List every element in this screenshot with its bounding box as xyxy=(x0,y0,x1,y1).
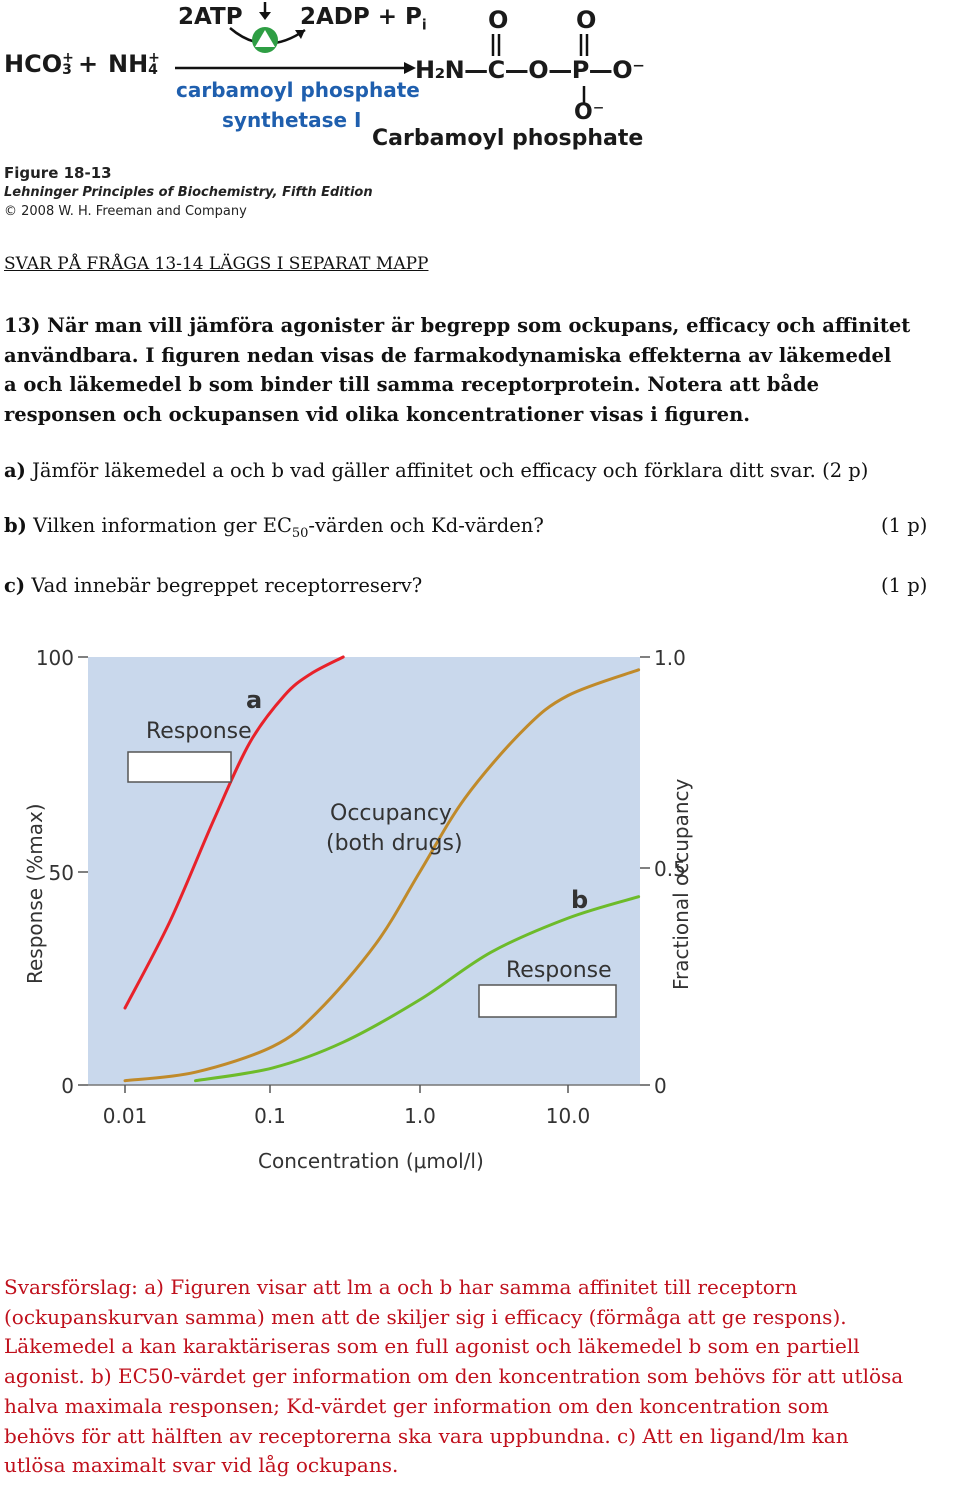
y-left-tick-label: 0 xyxy=(61,1074,74,1098)
reactant-ammonium: NH +4 xyxy=(108,50,160,78)
question-intro: 13) När man vill jämföra agonister är be… xyxy=(4,311,910,429)
bicarbonate-charge: +3 xyxy=(62,50,74,78)
part-a-points: (2 p) xyxy=(822,459,869,482)
part-c-label: c) xyxy=(4,574,26,597)
part-a-label: a) xyxy=(4,459,26,482)
reaction-arrows xyxy=(175,2,416,74)
intro-line: användbara. I figuren nedan visas de far… xyxy=(4,343,892,367)
dose-response-chart: 0.01 0.1 1.0 10.0 0 50 100 0 0.5 1.0 Response Res… xyxy=(23,646,693,1173)
occupancy-label-line1: Occupancy xyxy=(330,801,452,826)
copyright-line: © 2008 W. H. Freeman and Company xyxy=(4,204,247,219)
bicarbonate-formula: HCO xyxy=(4,50,63,78)
intro-line: 13) När man vill jämföra agonister är be… xyxy=(4,314,911,337)
y-right-tick-label: 0 xyxy=(654,1074,667,1098)
y-axis-left-label: Response (%max) xyxy=(23,803,47,984)
y-right-tick-label: 1.0 xyxy=(654,646,686,670)
series-line-a xyxy=(123,655,345,1010)
ammonium-formula: NH xyxy=(108,50,149,78)
answer-line: Svarsförslag: a) Figuren visar att lm a … xyxy=(4,1275,798,1299)
product-bottom-oxygen: O⁻ xyxy=(574,100,605,125)
part-b-label: b) xyxy=(4,514,27,537)
y-axis-right-label: Fractional occupancy xyxy=(669,778,693,990)
series-line-b xyxy=(194,895,641,1083)
product-phosphoryl-oxygen: O xyxy=(576,6,597,34)
cofactor-adp: 2ADP + Pi xyxy=(300,4,427,34)
part-c-text: Vad innebär begreppet receptorreserv? xyxy=(31,574,423,597)
product-single-bond xyxy=(582,86,586,104)
series-line-occupancy-both-drugs xyxy=(123,668,641,1083)
x-tick-label: 1.0 xyxy=(404,1104,436,1128)
answer-line: utlösa maximalt svar vid låg ockupans. xyxy=(4,1453,399,1478)
x-tick-label: 0.1 xyxy=(254,1104,286,1128)
answer-line: agonist. b) EC50-värdet ger information … xyxy=(4,1364,904,1389)
answer-box-top xyxy=(127,751,232,783)
answer-suggestion: Svarsförslag: a) Figuren visar att lm a … xyxy=(4,1273,903,1481)
reactant-bicarbonate: HCO +3 xyxy=(4,50,74,78)
plus-sign: + xyxy=(78,50,99,78)
series-b-label: b xyxy=(571,886,588,914)
y-left-tick-label: 50 xyxy=(49,861,74,885)
answer-line: Läkemedel a kan karaktäriseras som en fu… xyxy=(4,1334,860,1359)
response-label-top: Response xyxy=(146,719,252,744)
x-tick-label: 10.0 xyxy=(546,1104,591,1128)
question-part-a: a) Jämför läkemedel a och b vad gäller a… xyxy=(4,459,868,482)
x-axis-label: Concentration (μmol/l) xyxy=(258,1149,484,1173)
part-c-points: (1 p) xyxy=(881,574,928,597)
answer-line: (ockupanskurvan samma) men att de skilje… xyxy=(4,1304,847,1329)
answer-line: halva maximala responsen; Kd-värdet ger … xyxy=(4,1393,829,1418)
ammonium-charge: +4 xyxy=(148,50,160,78)
cofactor-adp-sub: i xyxy=(421,17,427,34)
part-b-text: Vilken information ger EC50-värden och K… xyxy=(33,514,544,541)
y-right-tick-label: 0.5 xyxy=(654,857,686,881)
question-part-b: b) Vilken information ger EC50-värden oc… xyxy=(4,514,544,541)
product-name: Carbamoyl phosphate xyxy=(372,126,644,151)
response-label-bottom: Response xyxy=(506,958,612,983)
section-heading: SVAR PÅ FRÅGA 13-14 LÄGGS I SEPARAT MAPP xyxy=(4,254,429,274)
figure-label: Figure 18-13 xyxy=(4,164,112,182)
product-formula: H₂N—C—O—P—O⁻ xyxy=(415,56,645,84)
cofactor-adp-text: 2ADP + P xyxy=(300,4,422,30)
question-part-c: c) Vad innebär begreppet receptorreserv? xyxy=(4,574,422,597)
part-a-text: Jämför läkemedel a och b vad gäller affi… xyxy=(32,459,816,482)
part-b-points: (1 p) xyxy=(881,514,928,537)
series-layer xyxy=(123,655,641,1083)
product-carbonyl-oxygen: O xyxy=(488,6,509,34)
answer-box-bottom xyxy=(478,984,617,1018)
book-title: Lehninger Principles of Biochemistry, Fi… xyxy=(4,185,373,200)
cofactor-atp: 2ATP xyxy=(178,4,243,30)
intro-line: responsen och ockupansen vid olika konce… xyxy=(4,402,751,426)
enzyme-name-line1: carbamoyl phosphate xyxy=(176,78,420,102)
axis-ticks: 0.01 0.1 1.0 10.0 0 50 100 0 0.5 1.0 xyxy=(36,646,686,1128)
occupancy-label-line2: (both drugs) xyxy=(326,831,463,856)
enzyme-name-line2: synthetase I xyxy=(222,108,362,132)
series-a-label: a xyxy=(246,686,262,714)
x-tick-label: 0.01 xyxy=(103,1104,148,1128)
product-double-bonds xyxy=(491,34,589,56)
intro-line: a och läkemedel b som binder till samma … xyxy=(4,373,820,396)
answer-line: behövs för att hälften av receptorerna s… xyxy=(4,1423,849,1448)
y-left-tick-label: 100 xyxy=(36,646,74,670)
